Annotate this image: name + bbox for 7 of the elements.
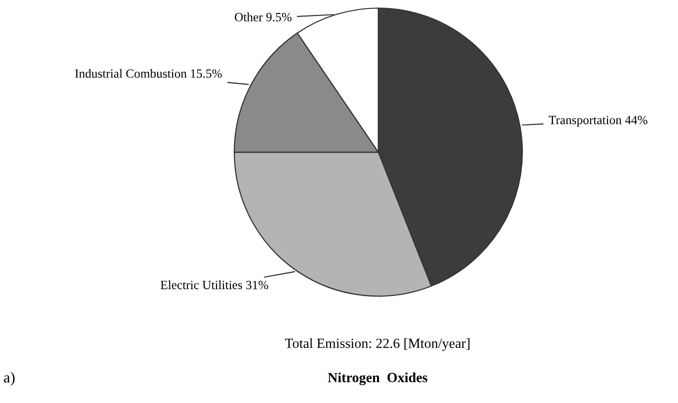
text: Nitrogen Oxides	[328, 372, 428, 386]
slice-label: Transportation 44%	[548, 116, 648, 127]
slice-label: Other 9.5%	[234, 12, 292, 22]
slice-label: Electric Utilities 31%	[160, 280, 268, 290]
text: Total Emission: 22.6 [Mton/year]	[285, 338, 470, 351]
text: a)	[4, 372, 15, 386]
slice-label: Industrial Combustion 15.5%	[75, 68, 222, 78]
